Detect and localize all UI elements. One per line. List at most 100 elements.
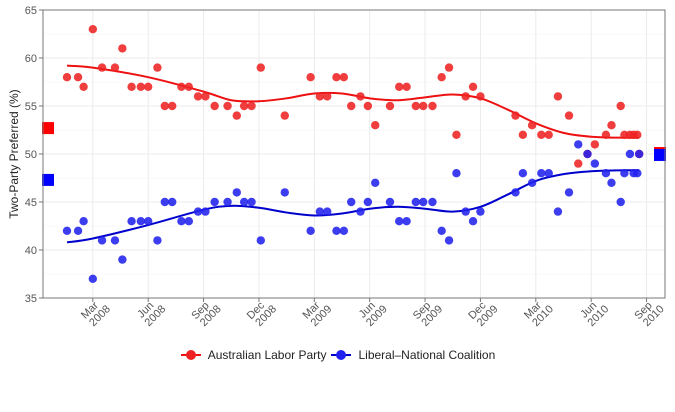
y-tick-label: 45 [25,197,37,209]
point-alp [153,63,162,72]
point-alp [518,130,528,139]
point-alp [461,92,470,101]
point-alp [428,101,437,111]
legend-label-coalition: Liberal–National Coalition [358,348,496,362]
point-coalition [223,197,232,207]
point-coalition [177,217,186,226]
point-alp [444,63,454,72]
point-coalition [518,169,528,178]
point-coalition [184,217,194,226]
point-coalition [468,217,478,226]
point-alp [363,101,373,111]
point-coalition [537,169,546,178]
point-alp [97,63,107,72]
point-coalition [544,169,553,178]
point-coalition [461,207,470,216]
point-alp [537,130,546,139]
legend-key-coalition-icon [330,349,352,361]
point-coalition [332,226,341,235]
point-alp [402,82,411,92]
point-coalition [167,197,177,207]
point-coalition [601,169,611,178]
point-alp [62,73,72,82]
grid [43,9,665,299]
y-tick-label: 55 [25,101,37,113]
point-alp [144,82,153,92]
point-coalition [306,226,315,235]
point-alp [332,73,341,82]
point-coalition [97,236,107,245]
y-tick-label: 60 [25,53,37,65]
point-coalition [634,149,644,159]
point-coalition [395,217,404,226]
point-alp [511,111,520,120]
data-points [62,25,644,283]
point-alp [347,101,356,111]
point-alp [437,73,446,82]
point-coalition [607,178,616,187]
point-coalition [633,169,642,178]
point-coalition [347,197,356,207]
y-tick-label: 50 [25,149,37,161]
point-alp [256,63,265,72]
y-axis: 35 40 45 50 55 60 65 [25,5,43,305]
point-coalition [527,178,537,187]
point-alp [468,82,478,92]
point-coalition [256,236,265,245]
y-tick-label: 35 [25,293,37,305]
legend: Australian Labor Party Liberal–National … [0,348,675,362]
point-alp [452,130,461,139]
point-coalition [73,226,83,235]
point-coalition [476,207,485,216]
point-alp [323,92,332,101]
result-markers [42,122,666,186]
point-alp [371,121,380,130]
point-coalition [118,255,127,264]
point-coalition [110,236,120,245]
point-coalition [419,197,428,207]
legend-label-alp: Australian Labor Party [207,348,327,362]
point-coalition [452,169,461,178]
point-alp [118,44,127,53]
point-coalition [363,197,373,207]
point-alp [110,63,120,72]
point-alp [527,121,537,130]
point-alp [201,92,210,101]
point-alp [315,92,325,101]
point-coalition [616,197,625,207]
point-coalition [411,197,421,207]
point-alp [564,111,574,120]
point-alp [160,101,170,111]
point-alp [167,101,177,111]
point-coalition [280,188,289,197]
point-alp [411,101,421,111]
point-coalition [127,217,136,226]
point-coalition [574,140,583,149]
point-coalition [437,226,446,235]
point-coalition [144,217,153,226]
point-alp [574,159,583,168]
point-coalition [625,149,635,159]
point-alp [239,101,249,111]
point-coalition [79,217,88,226]
point-alp [223,101,232,111]
point-alp [476,92,485,101]
point-alp [280,111,289,120]
point-alp [590,140,600,149]
point-coalition [590,159,600,168]
y-axis-title: Two-Party Preferred (%) [7,89,21,218]
point-coalition [88,274,98,283]
point-alp [127,82,136,92]
point-coalition [428,197,437,207]
point-alp [232,111,241,120]
point-coalition [620,169,629,178]
